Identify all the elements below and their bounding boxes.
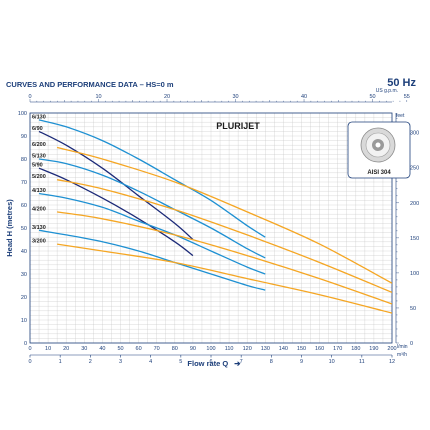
bottom2-tick-label: 5	[179, 359, 182, 365]
series-label-6-130: 6/130	[32, 114, 46, 120]
bottom2-tick-label: 0	[28, 359, 31, 365]
impeller-inset: AISI 304	[347, 121, 411, 179]
right-unit-label: feet	[396, 113, 405, 119]
bottom2-tick-label: 10	[329, 359, 335, 365]
series-line-6-90	[38, 130, 194, 240]
series-label-5-200: 5/200	[32, 174, 46, 180]
x-tick-label: 120	[243, 346, 252, 352]
top-tick-label: 50	[369, 94, 375, 100]
x-tick-label: 20	[63, 346, 69, 352]
x-tick-label: 160	[315, 346, 324, 352]
bottom2-tick-label: 4	[149, 359, 152, 365]
series-line-4-200	[56, 211, 392, 305]
y-tick-label: 70	[21, 180, 27, 186]
series-line-6-130	[38, 119, 266, 238]
axes: 0 10 20 30 40 50 60 70 80 90 100 110 120 130 140 150 160…	[18, 94, 419, 365]
series-line-3-200	[56, 243, 392, 314]
y-axis-label: Head H (metres)	[5, 199, 14, 257]
x-tick-label: 60	[136, 346, 142, 352]
x-tick-label: 170	[333, 346, 342, 352]
x-tick-label: 180	[351, 346, 360, 352]
x-axis-label: Flow rate Q ➔	[187, 359, 241, 368]
y-tick-label: 10	[21, 318, 27, 324]
frequency-label: 50 Hz	[387, 77, 416, 89]
top-tick-label: 0	[28, 94, 31, 100]
right-tick-label: 200	[410, 201, 419, 207]
x-tick-label: 110	[225, 346, 234, 352]
y-tick-label: 0	[24, 341, 27, 347]
series-label-6-200: 6/200	[32, 142, 46, 148]
top-unit-label: US g.p.m.	[376, 88, 398, 94]
right-tick-label: 300	[410, 131, 419, 137]
series-line-4-130	[38, 192, 266, 275]
x-tick-label: 0	[28, 346, 31, 352]
x-tick-label: 150	[297, 346, 306, 352]
bottom2-tick-label: 11	[359, 359, 365, 365]
x-tick-label: 80	[172, 346, 178, 352]
bottom2-unit-label: m³/h	[397, 352, 407, 358]
top-tick-label: 40	[301, 94, 307, 100]
bottom2-tick-label: 7	[240, 359, 243, 365]
x-tick-label: 90	[190, 346, 196, 352]
x-tick-label: 130	[261, 346, 270, 352]
series-label-3-200: 3/200	[32, 239, 46, 245]
series-labels: 6/130 6/90 6/200 5/130 5/90 5/200 4/130 4/200 3/…	[32, 114, 46, 244]
series-label-5-130: 5/130	[32, 154, 46, 160]
y-tick-label: 40	[21, 249, 27, 255]
right-tick-label: 50	[410, 306, 416, 312]
series-line-5-200	[56, 179, 392, 294]
y-tick-label: 60	[21, 203, 27, 209]
series-line-5-90	[38, 167, 194, 257]
y-tick-label: 50	[21, 226, 27, 232]
series-line-5-130	[38, 158, 266, 259]
bottom2-tick-label: 1	[59, 359, 62, 365]
series-label-4-130: 4/130	[32, 188, 46, 194]
x-tick-label: 190	[369, 346, 378, 352]
x-tick-label: 40	[99, 346, 105, 352]
series-label-5-90: 5/90	[32, 163, 43, 169]
plot-frame	[29, 112, 393, 344]
top-tick-label: 10	[95, 94, 101, 100]
series-label-3-130: 3/130	[32, 225, 46, 231]
top-tick-label: 20	[164, 94, 170, 100]
chart-heading: CURVES AND PERFORMANCE DATA – HS=0 m	[6, 80, 174, 89]
series-line-3-130	[38, 229, 266, 291]
top-tick-label: 55	[404, 94, 410, 100]
x-tick-label: 30	[81, 346, 87, 352]
right-tick-label: 0	[410, 341, 413, 347]
x-tick-label: 140	[279, 346, 288, 352]
y-tick-label: 90	[21, 134, 27, 140]
chart-title: PLURIJET	[216, 121, 260, 131]
bottom2-tick-label: 8	[270, 359, 273, 365]
series-layer	[38, 119, 392, 314]
x-tick-label: 200	[387, 346, 396, 352]
bottom2-tick-label: 12	[389, 359, 395, 365]
right-tick-label: 100	[410, 271, 419, 277]
y-tick-label: 100	[18, 111, 27, 117]
x-tick-label: 100	[206, 346, 215, 352]
top-tick-label: 30	[232, 94, 238, 100]
bottom2-tick-label: 3	[119, 359, 122, 365]
y-tick-label: 30	[21, 272, 27, 278]
x-tick-label: 70	[154, 346, 160, 352]
impeller-icon	[360, 127, 396, 163]
right-tick-label: 250	[410, 166, 419, 172]
bottom2-tick-label: 6	[209, 359, 212, 365]
series-label-4-200: 4/200	[32, 206, 46, 212]
x-axis-label-text: Flow rate Q	[187, 359, 228, 368]
x-tick-label: 50	[117, 346, 123, 352]
y-tick-label: 80	[21, 157, 27, 163]
series-label-6-90: 6/90	[32, 126, 43, 132]
bottom2-tick-label: 2	[89, 359, 92, 365]
x-tick-label: 10	[45, 346, 51, 352]
x-unit-label: l/min	[397, 344, 408, 350]
arrow-right-icon: ➔	[234, 359, 241, 368]
bottom2-tick-label: 9	[300, 359, 303, 365]
series-line-6-200	[56, 146, 392, 284]
inset-label: AISI 304	[367, 170, 391, 176]
right-tick-label: 150	[410, 236, 419, 242]
y-tick-label: 20	[21, 295, 27, 301]
